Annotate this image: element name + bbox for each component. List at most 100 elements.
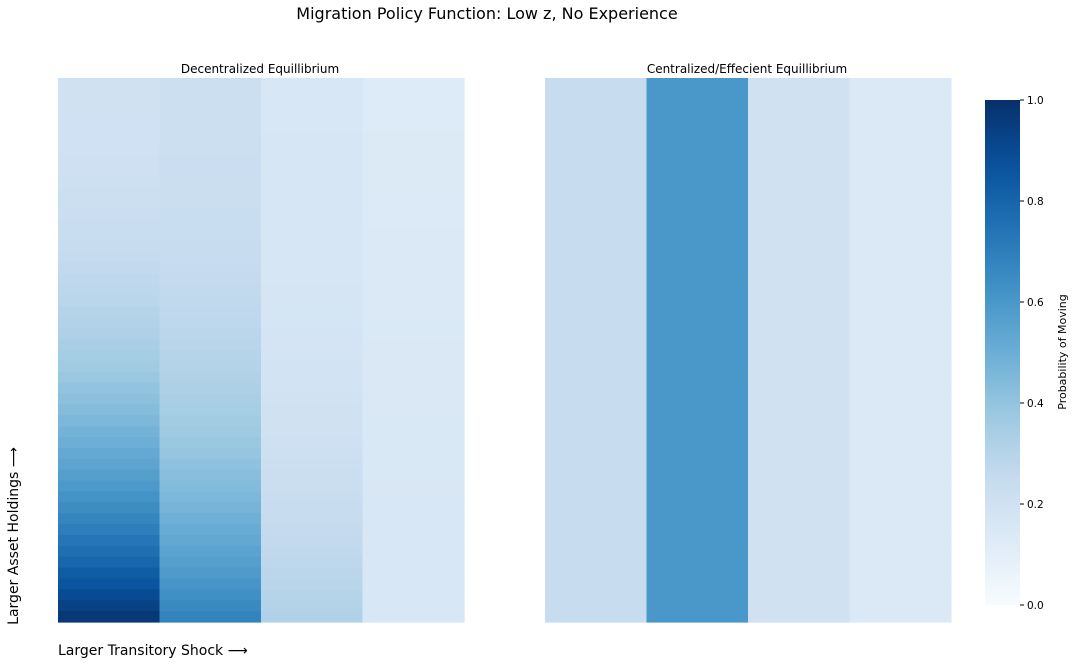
heatmap-cell [545, 328, 648, 340]
heatmap-cell [748, 556, 851, 569]
heatmap-cell [748, 404, 851, 416]
heatmap-cell [362, 78, 465, 90]
heatmap-centralized [545, 78, 952, 623]
heatmap-cell [646, 143, 749, 155]
heatmap-cell [261, 208, 364, 221]
heatmap-cell [545, 556, 648, 569]
heatmap-cell [748, 491, 851, 503]
heatmap-cell [362, 600, 465, 612]
heatmap-cell [58, 306, 161, 318]
heatmap-cell [748, 578, 851, 590]
heatmap-cell [646, 88, 749, 101]
heatmap-cell [646, 578, 749, 590]
heatmap-cell [646, 273, 749, 286]
heatmap-cell [362, 197, 465, 210]
heatmap-cell [646, 480, 749, 493]
heatmap-cell [159, 78, 262, 90]
heatmap-cell [748, 426, 851, 438]
heatmap-cell [748, 219, 851, 231]
heatmap-cell [261, 415, 364, 427]
colorbar-tick-label: 0.0 [1027, 600, 1044, 612]
heatmap-cell [362, 273, 465, 286]
heatmap-cell [849, 534, 952, 547]
heatmap-cell [362, 480, 465, 493]
heatmap-cell [58, 154, 161, 166]
heatmap-cell [58, 143, 161, 155]
heatmap-cell [58, 339, 161, 351]
heatmap-cell [261, 393, 364, 405]
heatmap-cell [261, 219, 364, 231]
heatmap-cell [646, 219, 749, 231]
heatmap-cell [849, 524, 952, 536]
heatmap-cell [58, 513, 161, 525]
heatmap-cell [261, 513, 364, 525]
heatmap-cell [362, 502, 465, 514]
heatmap-cell [748, 567, 851, 580]
heatmap-cell [748, 306, 851, 318]
heatmap-cell [261, 88, 364, 101]
heatmap-cell [545, 339, 648, 351]
heatmap-cell [849, 262, 952, 275]
colorbar: 0.0 0.2 0.4 0.6 0.8 1.0 Probability of Moving [985, 95, 1069, 612]
heatmap-cell [545, 262, 648, 275]
heatmap-cell [849, 437, 952, 449]
heatmap-cell [261, 502, 364, 514]
heatmap-cell [159, 284, 262, 297]
heatmap-cell [748, 175, 851, 188]
heatmap-cell [261, 186, 364, 199]
heatmap-cell [849, 284, 952, 297]
heatmap-cell [159, 534, 262, 547]
heatmap-cell [849, 567, 952, 580]
heatmap-cell [646, 175, 749, 188]
heatmap-cell [849, 78, 952, 90]
heatmap-cell [362, 491, 465, 503]
heatmap-cell [159, 524, 262, 536]
heatmap-cell [748, 186, 851, 199]
heatmap-cell [261, 371, 364, 384]
heatmap-cell [362, 339, 465, 351]
heatmap-cell [646, 165, 749, 177]
heatmap-cell [849, 306, 952, 318]
heatmap-cell [159, 143, 262, 155]
heatmap-cell [261, 404, 364, 416]
heatmap-cell [748, 262, 851, 275]
heatmap-2-title: Centralized/Effecient Equillibrium [647, 62, 847, 76]
heatmap-cell [362, 186, 465, 199]
heatmap-cell [159, 589, 262, 601]
heatmap-cell [545, 317, 648, 329]
heatmap-cell [159, 382, 262, 395]
heatmap-cell [159, 437, 262, 449]
heatmap-cell [159, 252, 262, 264]
heatmap-cell [261, 426, 364, 438]
heatmap-cell [748, 328, 851, 340]
heatmap-cell [646, 317, 749, 329]
heatmap-cell [261, 339, 364, 351]
heatmap-cell [58, 219, 161, 231]
heatmap-cell [362, 295, 465, 308]
heatmap-cell [849, 295, 952, 308]
heatmap-cell [159, 230, 262, 242]
heatmap-cell [849, 110, 952, 123]
heatmap-cell [261, 78, 364, 90]
heatmap-cell [159, 404, 262, 416]
heatmap-cell [849, 458, 952, 471]
heatmap-cell [58, 556, 161, 569]
heatmap-cell [261, 99, 364, 112]
heatmap-cell [748, 132, 851, 144]
heatmap-cell [748, 110, 851, 123]
heatmap-cell [849, 208, 952, 221]
heatmap-cell [849, 589, 952, 601]
heatmap-cell [646, 121, 749, 133]
heatmap-cell [646, 252, 749, 264]
heatmap-cell [545, 78, 648, 90]
heatmap-cell [58, 273, 161, 286]
heatmap-cell [545, 600, 648, 612]
heatmap-cell [748, 360, 851, 373]
heatmap-cell [362, 121, 465, 133]
heatmap-cell [646, 491, 749, 503]
heatmap-cell [545, 241, 648, 253]
heatmap-cell [545, 208, 648, 221]
heatmap-cell [261, 154, 364, 166]
heatmap-cell [545, 437, 648, 449]
heatmap-cell [362, 567, 465, 580]
